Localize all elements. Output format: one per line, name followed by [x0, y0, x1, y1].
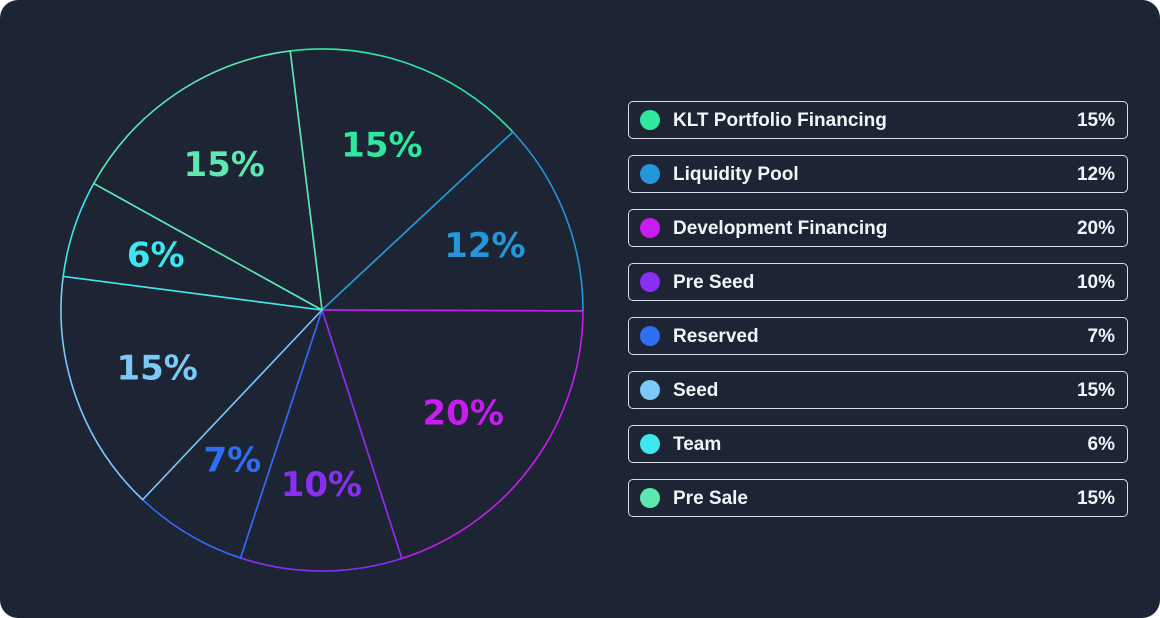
legend: KLT Portfolio Financing 15% Liquidity Po…	[628, 101, 1128, 533]
legend-item-team[interactable]: Team 6%	[628, 425, 1128, 463]
legend-dot	[640, 164, 660, 184]
legend-item-seed[interactable]: Seed 15%	[628, 371, 1128, 409]
legend-label: Pre Sale	[673, 488, 748, 509]
legend-item-reserved[interactable]: Reserved 7%	[628, 317, 1128, 355]
legend-dot	[640, 434, 660, 454]
legend-dot	[640, 110, 660, 130]
pie-slice-value-label: 15%	[341, 126, 422, 166]
pie-slice-value-label: 20%	[423, 393, 504, 433]
pie-slice-pre-seed[interactable]	[239, 309, 403, 572]
pie-slice-seed[interactable]	[60, 275, 323, 501]
legend-value: 15%	[1076, 380, 1115, 401]
legend-value: 6%	[1087, 434, 1115, 455]
pie-slice-development-financing[interactable]	[321, 309, 584, 560]
pie-slice-value-label: 10%	[281, 465, 362, 505]
legend-item-liquidity-pool[interactable]: Liquidity Pool 12%	[628, 155, 1128, 193]
legend-value: 7%	[1087, 326, 1115, 347]
legend-label: Reserved	[673, 326, 759, 347]
legend-item-pre-sale[interactable]: Pre Sale 15%	[628, 479, 1128, 517]
legend-item-development-financing[interactable]: Development Financing 20%	[628, 209, 1128, 247]
pie-chart: 15% 12% 20% 10% 7% 15% 6% 15%	[60, 48, 584, 572]
pie-slice-value-label: 7%	[204, 440, 262, 480]
legend-dot	[640, 272, 660, 292]
legend-value: 12%	[1076, 164, 1115, 185]
pie-slice-value-label: 12%	[444, 226, 525, 266]
legend-value: 10%	[1076, 272, 1115, 293]
pie-slice-reserved[interactable]	[141, 309, 323, 559]
legend-label: Seed	[673, 380, 719, 401]
legend-label: Liquidity Pool	[673, 164, 799, 185]
pie-slice-value-label: 15%	[183, 145, 264, 185]
legend-value: 15%	[1076, 488, 1115, 509]
pie-slice-klt-portfolio-financing[interactable]	[289, 48, 514, 311]
legend-label: Team	[673, 434, 722, 455]
legend-dot	[640, 218, 660, 238]
legend-value: 20%	[1076, 218, 1115, 239]
pie-slice-value-label: 15%	[116, 349, 197, 389]
pie-slice-liquidity-pool[interactable]	[321, 131, 584, 312]
legend-label: Development Financing	[673, 218, 888, 239]
legend-label: Pre Seed	[673, 272, 755, 293]
legend-item-klt-portfolio-financing[interactable]: KLT Portfolio Financing 15%	[628, 101, 1128, 139]
legend-label: KLT Portfolio Financing	[673, 110, 887, 131]
legend-value: 15%	[1076, 110, 1115, 131]
legend-item-pre-seed[interactable]: Pre Seed 10%	[628, 263, 1128, 301]
pie-slice-pre-sale[interactable]	[92, 50, 323, 311]
pie-slice-value-label: 6%	[127, 235, 185, 275]
legend-dot	[640, 326, 660, 346]
legend-dot	[640, 488, 660, 508]
legend-dot	[640, 380, 660, 400]
